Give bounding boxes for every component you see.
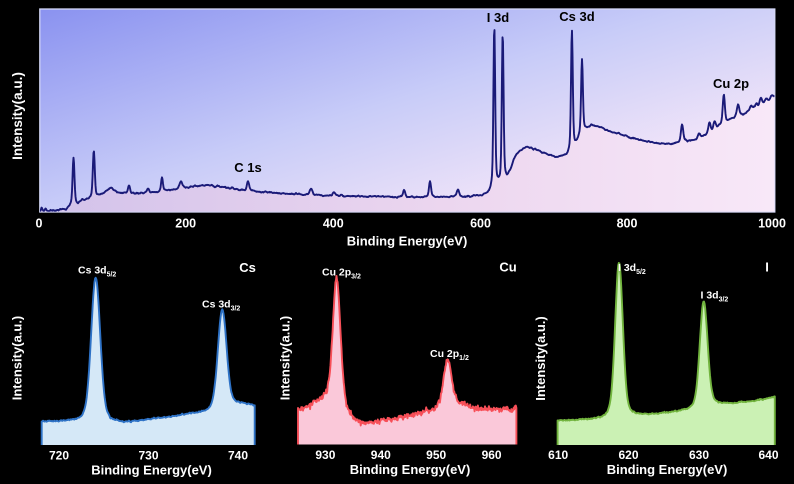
svg-text:640: 640 <box>758 448 778 462</box>
svg-text:740: 740 <box>228 449 248 463</box>
svg-text:Cs: Cs <box>239 260 256 275</box>
svg-text:C 1s: C 1s <box>234 160 261 175</box>
svg-text:600: 600 <box>470 217 491 231</box>
svg-text:1000: 1000 <box>758 217 786 231</box>
svg-text:Binding Energy(eV): Binding Energy(eV) <box>347 234 468 249</box>
svg-text:400: 400 <box>323 217 344 231</box>
svg-text:620: 620 <box>618 448 638 462</box>
svg-text:200: 200 <box>175 217 196 231</box>
svg-text:Cu: Cu <box>499 260 516 275</box>
svg-text:Cs 3d: Cs 3d <box>559 9 594 24</box>
svg-text:610: 610 <box>548 448 568 462</box>
svg-text:Intensity(a.u.): Intensity(a.u.) <box>278 316 293 401</box>
svg-text:630: 630 <box>689 448 709 462</box>
svg-text:960: 960 <box>482 448 502 462</box>
svg-text:940: 940 <box>371 448 391 462</box>
svg-text:730: 730 <box>138 449 158 463</box>
svg-text:800: 800 <box>617 217 638 231</box>
svg-text:Binding Energy(eV): Binding Energy(eV) <box>91 463 212 478</box>
svg-text:Cu 2p: Cu 2p <box>713 76 749 91</box>
svg-text:Intensity(a.u.): Intensity(a.u.) <box>10 316 25 401</box>
svg-text:Intensity(a.u.): Intensity(a.u.) <box>533 316 548 401</box>
svg-text:0: 0 <box>36 217 43 231</box>
svg-text:950: 950 <box>426 448 446 462</box>
svg-text:I: I <box>765 260 769 275</box>
svg-text:930: 930 <box>315 448 335 462</box>
svg-text:720: 720 <box>49 449 69 463</box>
svg-text:Binding Energy(eV): Binding Energy(eV) <box>350 462 471 477</box>
svg-text:I 3d: I 3d <box>487 10 509 25</box>
svg-text:Binding Energy(eV): Binding Energy(eV) <box>607 462 728 477</box>
svg-text:Intensity(a.u.): Intensity(a.u.) <box>10 72 25 160</box>
